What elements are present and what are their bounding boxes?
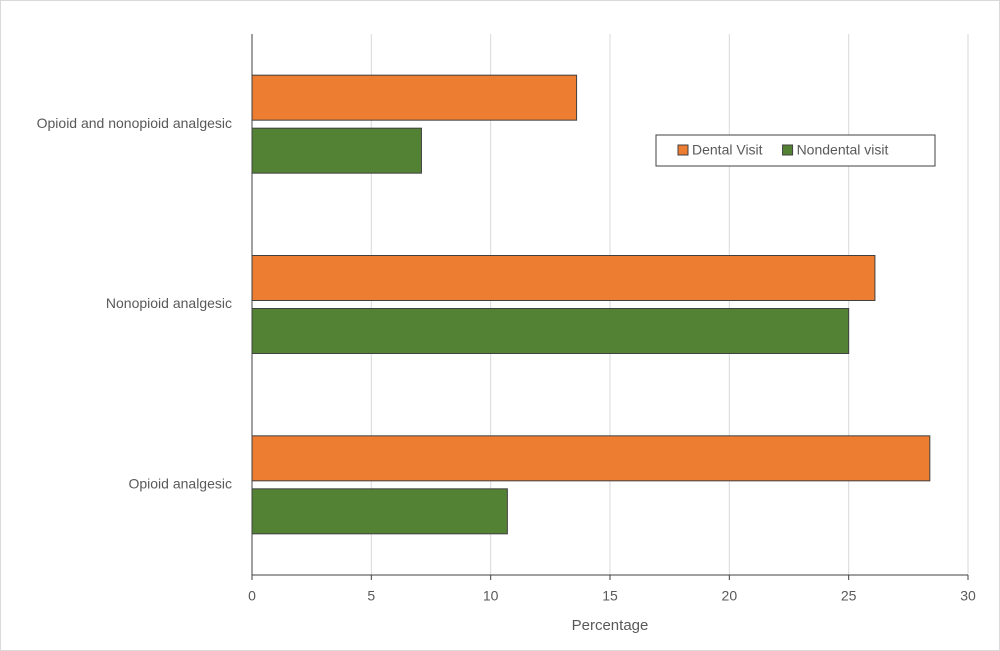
bar (251, 308, 850, 354)
y-tick-label: Nonopioid analgesic (106, 295, 232, 311)
x-tick-label: 20 (722, 588, 738, 604)
y-tick-label: Opioid analgesic (128, 476, 232, 492)
legend-swatch (677, 144, 689, 156)
x-tick-label: 5 (367, 588, 375, 604)
bar (251, 488, 508, 535)
bar (251, 127, 422, 174)
x-tick-label: 30 (960, 588, 976, 604)
x-tick-label: 15 (602, 588, 618, 604)
bar (251, 74, 578, 121)
bar (251, 255, 876, 301)
x-tick-label: 0 (248, 588, 256, 604)
x-axis-label: Percentage (572, 617, 649, 634)
bar (251, 435, 931, 482)
x-tick-label: 10 (483, 588, 499, 604)
legend-box (655, 134, 936, 167)
legend-label: Nondental visit (797, 142, 889, 158)
legend-label: Dental Visit (692, 142, 763, 158)
y-tick-label: Opioid and nonopioid analgesic (37, 115, 232, 131)
x-tick-label: 25 (841, 588, 857, 604)
legend-swatch (782, 144, 794, 156)
